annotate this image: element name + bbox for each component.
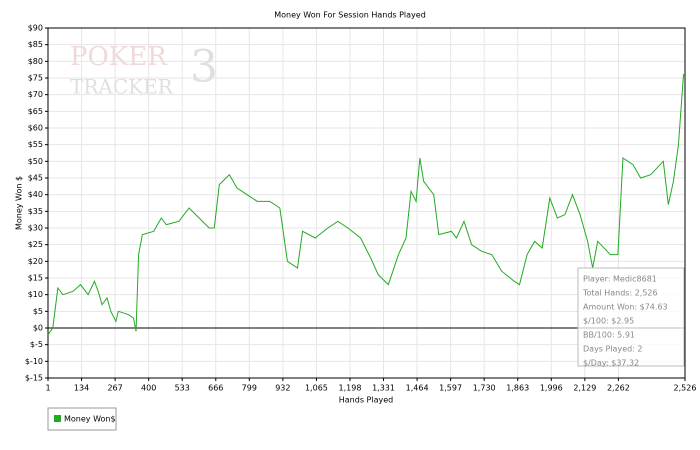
info-text: BB/100: 5.91 — [583, 331, 635, 340]
y-tick-label: $35 — [28, 207, 43, 216]
info-box — [577, 267, 685, 367]
watermark-text: 3 — [190, 42, 218, 93]
info-text: $/100: $2.95 — [583, 317, 634, 326]
y-tick-label: $0 — [33, 324, 43, 333]
x-axis-label: Hands Played — [339, 396, 393, 405]
y-tick-label: $25 — [28, 240, 43, 249]
plot-frame — [47, 27, 686, 379]
x-tick-label: 799 — [242, 384, 257, 393]
y-tick-label: $65 — [28, 107, 43, 116]
x-tick-label: 1,863 — [506, 384, 529, 393]
x-tick-label: 932 — [275, 384, 290, 393]
y-tick-label: $45 — [28, 174, 43, 183]
x-tick-label: 533 — [175, 384, 190, 393]
info-text: $/Day: $37.32 — [583, 359, 639, 368]
y-tick-label: $-10 — [25, 357, 43, 366]
info-text: Amount Won: $74.63 — [583, 303, 668, 312]
x-tick-label: 1,597 — [439, 384, 462, 393]
x-tick-label: 1,464 — [406, 384, 429, 393]
data-line — [47, 74, 685, 335]
y-tick-label: $-15 — [25, 374, 43, 383]
y-tick-label: $30 — [28, 224, 43, 233]
y-tick-label: $55 — [28, 140, 43, 149]
y-tick-label: $-5 — [30, 340, 43, 349]
x-tick-label: 1,730 — [473, 384, 496, 393]
watermark: POKER TRACKER 3 — [70, 42, 218, 99]
plot — [45, 27, 686, 381]
y-axis-label: Money Won $ — [15, 176, 24, 230]
legend-label: Money Won$ — [64, 415, 116, 424]
y-tick-label: $50 — [28, 157, 43, 166]
y-tick-label: $90 — [28, 24, 43, 33]
x-tick-label: 267 — [107, 384, 122, 393]
y-tick-label: $5 — [33, 307, 43, 316]
y-tick-label: $10 — [28, 290, 43, 299]
info-text: Player: Medic8681 — [583, 275, 657, 284]
y-tick-label: $85 — [28, 40, 43, 49]
x-tick-label: 1,065 — [305, 384, 328, 393]
watermark-text: POKER — [70, 42, 168, 72]
x-tick-label: 1 — [45, 384, 50, 393]
x-tick-label: 1,331 — [372, 384, 395, 393]
x-tick-label: 2,262 — [607, 384, 630, 393]
y-tick-label: $20 — [28, 257, 43, 266]
y-tick-label: $80 — [28, 57, 43, 66]
x-tick-label: 1,198 — [339, 384, 362, 393]
x-tick-label: 400 — [141, 384, 156, 393]
y-tick-label: $75 — [28, 74, 43, 83]
info-text: Days Played: 2 — [583, 345, 643, 354]
y-tick-label: $60 — [28, 124, 43, 133]
info-text: Total Hands: 2,526 — [582, 289, 658, 298]
x-tick-label: 1,996 — [540, 384, 563, 393]
y-tick-label: $40 — [28, 190, 43, 199]
x-tick-label: 134 — [74, 384, 89, 393]
x-tick-label: 2,526 — [674, 384, 697, 393]
x-tick-label: 666 — [208, 384, 223, 393]
chart-title: Money Won For Session Hands Played — [274, 11, 426, 20]
y-tick-label: $70 — [28, 90, 43, 99]
legend-swatch — [54, 415, 61, 422]
y-tick-label: $15 — [28, 274, 43, 283]
legend — [47, 407, 117, 431]
x-tick-label: 2,129 — [573, 384, 596, 393]
